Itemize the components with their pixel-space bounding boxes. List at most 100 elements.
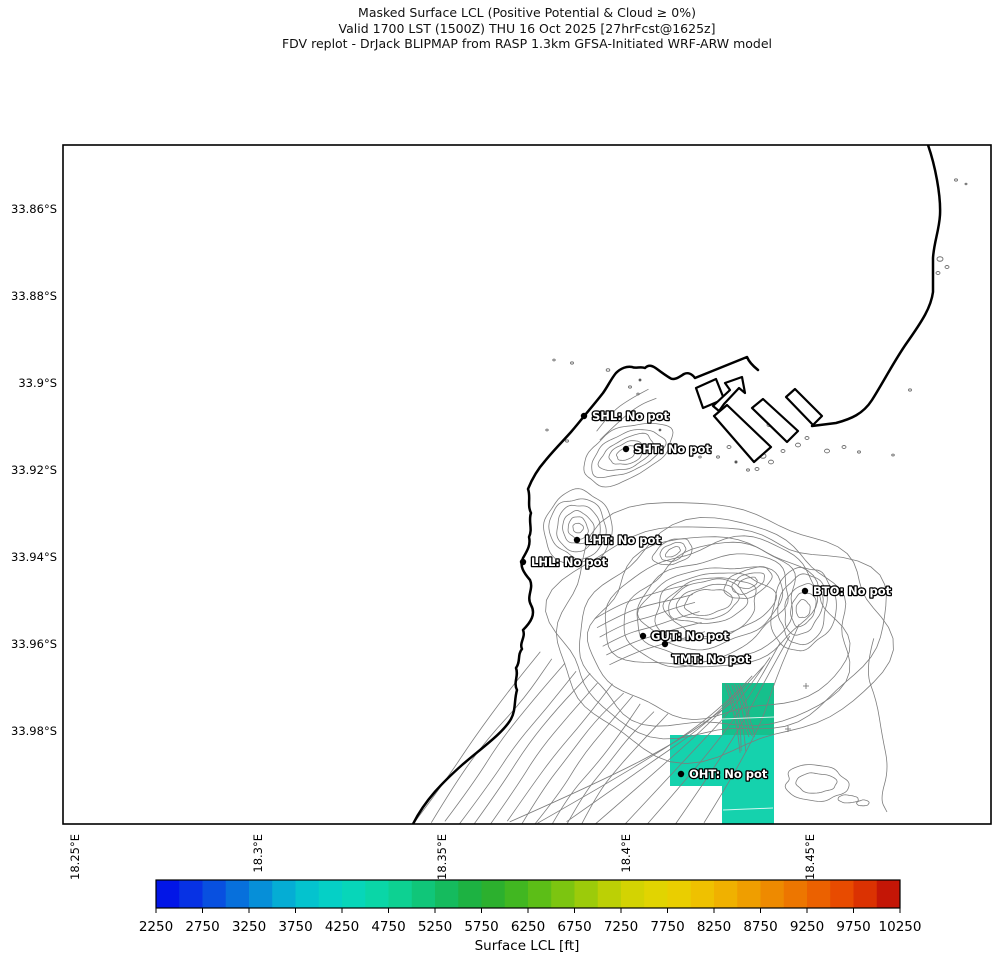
station-label: OHT: No pot bbox=[689, 767, 768, 781]
colorbar-segment bbox=[807, 880, 831, 908]
contour-line bbox=[596, 594, 693, 629]
colorbar-segment bbox=[388, 880, 413, 908]
colorbar-tick-label: 8750 bbox=[743, 919, 777, 935]
station-dot bbox=[661, 640, 669, 648]
contour-line bbox=[604, 535, 818, 668]
spot-height-mark bbox=[803, 683, 809, 689]
colorbar-segment bbox=[597, 880, 622, 908]
harbor-layer bbox=[694, 375, 824, 464]
lat-tick-label: 33.98°S bbox=[11, 724, 57, 738]
contour-line bbox=[616, 445, 639, 461]
islet-speck bbox=[545, 428, 549, 432]
colorbar-tick-label: 8250 bbox=[697, 919, 731, 935]
contour-line bbox=[737, 685, 753, 737]
colorbar-tick-label: 9750 bbox=[836, 919, 870, 935]
colorbar-segment bbox=[179, 880, 203, 908]
harbor-pier bbox=[784, 387, 824, 427]
title-line-1: Masked Surface LCL (Positive Potential &… bbox=[358, 5, 696, 20]
islet-speck bbox=[780, 449, 786, 453]
colorbar-segment bbox=[272, 880, 296, 908]
contour-line bbox=[795, 772, 838, 794]
terrain-contour-layer bbox=[414, 178, 968, 824]
contour-line bbox=[543, 488, 613, 565]
station-label: GUT: No pot bbox=[651, 629, 729, 643]
colorbar-segment bbox=[876, 880, 901, 908]
islet-speck bbox=[565, 439, 569, 443]
contour-line bbox=[591, 429, 667, 478]
contour-line bbox=[581, 713, 669, 824]
colorbar-segment bbox=[644, 880, 668, 908]
islet-speck bbox=[552, 358, 556, 362]
islet-speck bbox=[754, 467, 760, 471]
contour-line bbox=[599, 397, 657, 441]
colorbar-segment bbox=[249, 880, 273, 908]
harbor-pier bbox=[711, 375, 747, 413]
contour-line bbox=[683, 589, 733, 616]
station-dot bbox=[580, 412, 588, 420]
contour-line bbox=[675, 635, 791, 824]
islet-speck bbox=[936, 256, 944, 262]
station-label: SHL: No pot bbox=[592, 409, 669, 423]
colorbar-segment bbox=[737, 880, 761, 908]
lon-tick-label: 18.35°E bbox=[435, 834, 449, 880]
contour-line bbox=[458, 670, 577, 824]
islet-speck bbox=[638, 378, 642, 382]
title-line-2: Valid 1700 LST (1500Z) THU 16 Oct 2025 [… bbox=[338, 20, 716, 36]
lat-tick-label: 33.88°S bbox=[11, 289, 57, 303]
colorbar-segment bbox=[621, 880, 645, 908]
contour-line bbox=[594, 665, 765, 824]
contour-line bbox=[727, 684, 742, 752]
islet-speck bbox=[746, 468, 750, 472]
coastline-path bbox=[411, 355, 760, 824]
islet-speck bbox=[636, 392, 640, 396]
contour-line bbox=[790, 592, 817, 628]
station-layer: SHL: No pot SHT: No pot LHT: No pot LHL: No… bbox=[519, 408, 893, 782]
contour-line bbox=[509, 699, 736, 823]
contour-line bbox=[654, 572, 778, 641]
colorbar-tick-label: 4750 bbox=[371, 919, 405, 935]
colorbar-segment bbox=[667, 880, 692, 908]
colorbar-segment bbox=[435, 880, 459, 908]
contour-line bbox=[597, 432, 654, 471]
colorbar-tick-label: 3750 bbox=[278, 919, 312, 935]
contour-line bbox=[606, 622, 702, 656]
colorbar-segment bbox=[830, 880, 854, 908]
contour-line bbox=[624, 657, 771, 824]
contour-line bbox=[739, 683, 755, 738]
contour-line bbox=[566, 675, 753, 823]
contour-line bbox=[567, 516, 589, 540]
colorbar-segment bbox=[225, 880, 250, 908]
contour-line bbox=[721, 716, 775, 720]
station-label: TMT: No pot bbox=[672, 652, 751, 666]
colorbar-segment bbox=[458, 880, 482, 908]
contour-line bbox=[430, 658, 553, 823]
contour-line bbox=[637, 566, 784, 651]
islet-speck bbox=[734, 460, 738, 464]
contour-line bbox=[651, 538, 693, 566]
colorbar-tick-label: 5250 bbox=[418, 919, 452, 935]
islet-speck bbox=[824, 448, 830, 454]
colorbar-tick-label: 5750 bbox=[464, 919, 498, 935]
lat-tick-label: 33.86°S bbox=[11, 202, 57, 216]
colorbar-segment bbox=[714, 880, 738, 908]
contour-line bbox=[703, 624, 800, 824]
contour-line bbox=[636, 553, 789, 663]
colorbar-segment bbox=[783, 880, 808, 908]
colorbar-segment bbox=[551, 880, 575, 908]
colorbar-tick-label: 9250 bbox=[790, 919, 824, 935]
islet-speck bbox=[716, 455, 720, 459]
contour-line bbox=[795, 599, 811, 618]
colorbar-segment bbox=[853, 880, 878, 908]
map-border bbox=[62, 144, 992, 825]
colorbar-tick-label: 7250 bbox=[604, 919, 638, 935]
station-label: LHL: No pot bbox=[531, 555, 608, 569]
contour-line bbox=[609, 631, 706, 666]
contour-line bbox=[578, 517, 851, 727]
harbor-pier bbox=[750, 397, 800, 444]
contour-line bbox=[647, 642, 781, 824]
lat-tick-label: 33.96°S bbox=[11, 637, 57, 651]
contour-line bbox=[856, 799, 870, 807]
colorbar-tick-label: 3250 bbox=[232, 919, 266, 935]
lat-tick-label: 33.9°S bbox=[18, 376, 57, 390]
